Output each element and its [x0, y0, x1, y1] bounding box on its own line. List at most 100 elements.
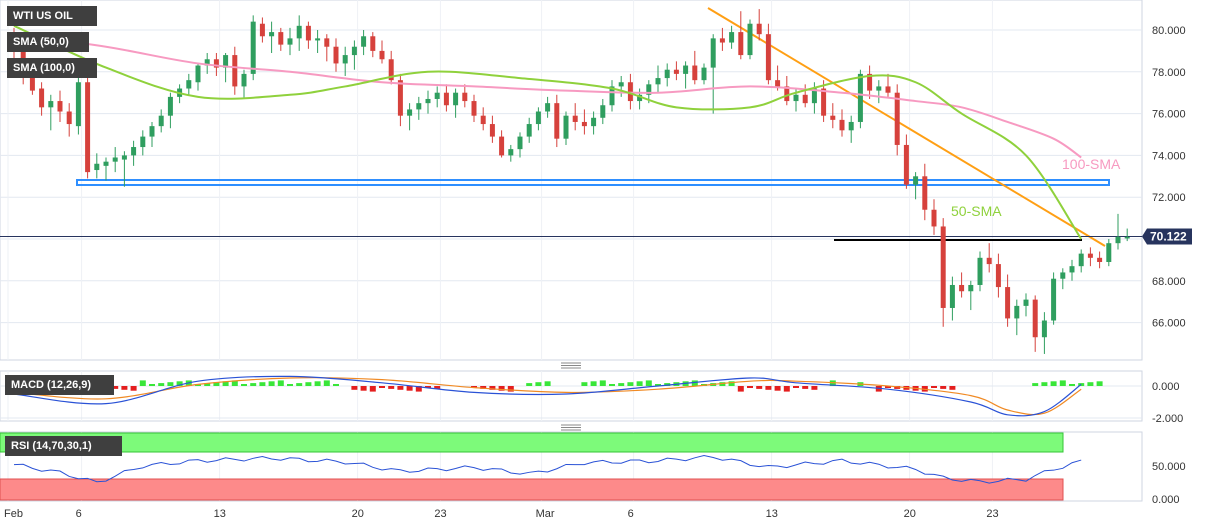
macd-histogram-bar — [415, 386, 422, 392]
candle-body — [729, 32, 735, 43]
macd-tick-label: 0.000 — [1152, 381, 1180, 393]
x-tick-label: Feb — [4, 508, 23, 520]
macd-histogram-bar — [940, 386, 947, 389]
macd-line — [13, 375, 1082, 417]
macd-histogram-bar — [535, 382, 542, 386]
x-tick-label: Mar — [536, 508, 555, 520]
macd-histogram-bar — [139, 380, 146, 386]
candle-body — [692, 65, 698, 81]
candle-body — [646, 84, 652, 95]
candle-body — [1060, 272, 1066, 279]
macd-label[interactable]: MACD (12,26,9) — [5, 375, 114, 395]
macd-histogram-bar — [149, 384, 155, 386]
candle-body — [995, 264, 1001, 288]
sma100-annotation: 100-SMA — [1062, 156, 1121, 172]
macd-histogram-bar — [158, 383, 165, 386]
x-tick-label: 6 — [76, 508, 82, 520]
candle-body — [57, 101, 63, 112]
macd-histogram-bar — [774, 386, 781, 391]
candle-body — [232, 55, 238, 87]
rsi-label[interactable]: RSI (14,70,30,1) — [5, 436, 122, 456]
candle-body — [857, 73, 863, 122]
candle-body — [756, 23, 762, 35]
candle-body — [195, 65, 201, 83]
candles — [11, 9, 1130, 354]
candle-body — [315, 38, 321, 41]
candle-body — [407, 109, 413, 116]
sma100-label[interactable]: SMA (100,0) — [7, 58, 97, 78]
candle-body — [545, 103, 551, 112]
macd-histogram-bar — [627, 382, 634, 386]
macd-histogram-bar — [314, 381, 321, 386]
macd-histogram-bar — [636, 381, 643, 386]
macd-histogram-bar — [802, 386, 809, 389]
macd-histogram-bar — [351, 386, 358, 390]
macd-histogram-bar — [167, 382, 174, 386]
macd-histogram-bar — [885, 386, 891, 388]
candle-body — [1106, 243, 1112, 262]
candle-body — [508, 149, 514, 156]
candle-body — [499, 136, 505, 156]
candle-body — [977, 257, 983, 285]
candle-body — [131, 147, 137, 156]
candle-body — [443, 92, 449, 106]
macd-histogram-bar — [590, 381, 597, 386]
candle-body — [1124, 236, 1130, 239]
candle-body — [305, 25, 311, 41]
macd-histogram-bar — [783, 386, 790, 392]
candle-body — [259, 23, 265, 37]
last-price-badge — [1142, 228, 1192, 245]
candle-body — [388, 59, 394, 81]
macd-histogram-bar — [176, 381, 183, 386]
x-tick-label: 20 — [352, 508, 364, 520]
y-tick-label: 78.000 — [1152, 67, 1186, 79]
candle-body — [793, 94, 799, 102]
candle-body — [517, 136, 523, 150]
candle-body — [618, 82, 624, 87]
instrument-label[interactable]: WTI US OIL — [7, 6, 97, 26]
candle-body — [655, 78, 661, 85]
candle-body — [968, 284, 974, 292]
candle-body — [591, 117, 597, 127]
candle-body — [167, 96, 173, 116]
y-tick-label: 76.000 — [1152, 109, 1186, 121]
macd-histogram-bar — [379, 386, 385, 388]
candle-body — [710, 38, 716, 68]
candle-body — [830, 115, 836, 120]
candle-body — [39, 88, 45, 108]
rsi-line — [13, 454, 1082, 484]
candle-body — [554, 103, 560, 139]
macd-histogram-bar — [112, 386, 119, 389]
x-tick-label: 13 — [214, 508, 226, 520]
x-tick-label: 23 — [434, 508, 446, 520]
candle-body — [223, 55, 229, 68]
candle-body — [351, 46, 357, 56]
macd-histogram-bar — [277, 380, 284, 386]
candle-body — [29, 73, 35, 91]
candle-body — [535, 111, 541, 125]
candle-body — [738, 32, 744, 56]
macd-histogram-bar — [931, 386, 937, 388]
macd-histogram-bar — [526, 383, 533, 386]
candle-body — [94, 163, 100, 171]
x-tick-label: 23 — [986, 508, 998, 520]
candle-body — [1078, 253, 1084, 267]
macd-histogram-bar — [406, 386, 413, 391]
candle-body — [949, 284, 955, 308]
rsi-oversold-zone — [0, 478, 1064, 501]
candle-body — [213, 59, 219, 68]
y-tick-label: 66.000 — [1152, 318, 1186, 330]
candle-body — [121, 155, 127, 160]
candle-body — [802, 94, 808, 104]
candle-body — [140, 136, 146, 148]
macd-histogram-bar — [259, 382, 266, 386]
pane-resize-handles[interactable] — [561, 362, 581, 431]
sma50-label[interactable]: SMA (50,0) — [7, 32, 89, 52]
macd-histogram-bar — [728, 381, 735, 386]
macd-histogram-bar — [305, 382, 312, 386]
macd-histogram-bar — [507, 386, 514, 392]
candle-body — [425, 98, 431, 104]
candle-body — [747, 23, 753, 56]
